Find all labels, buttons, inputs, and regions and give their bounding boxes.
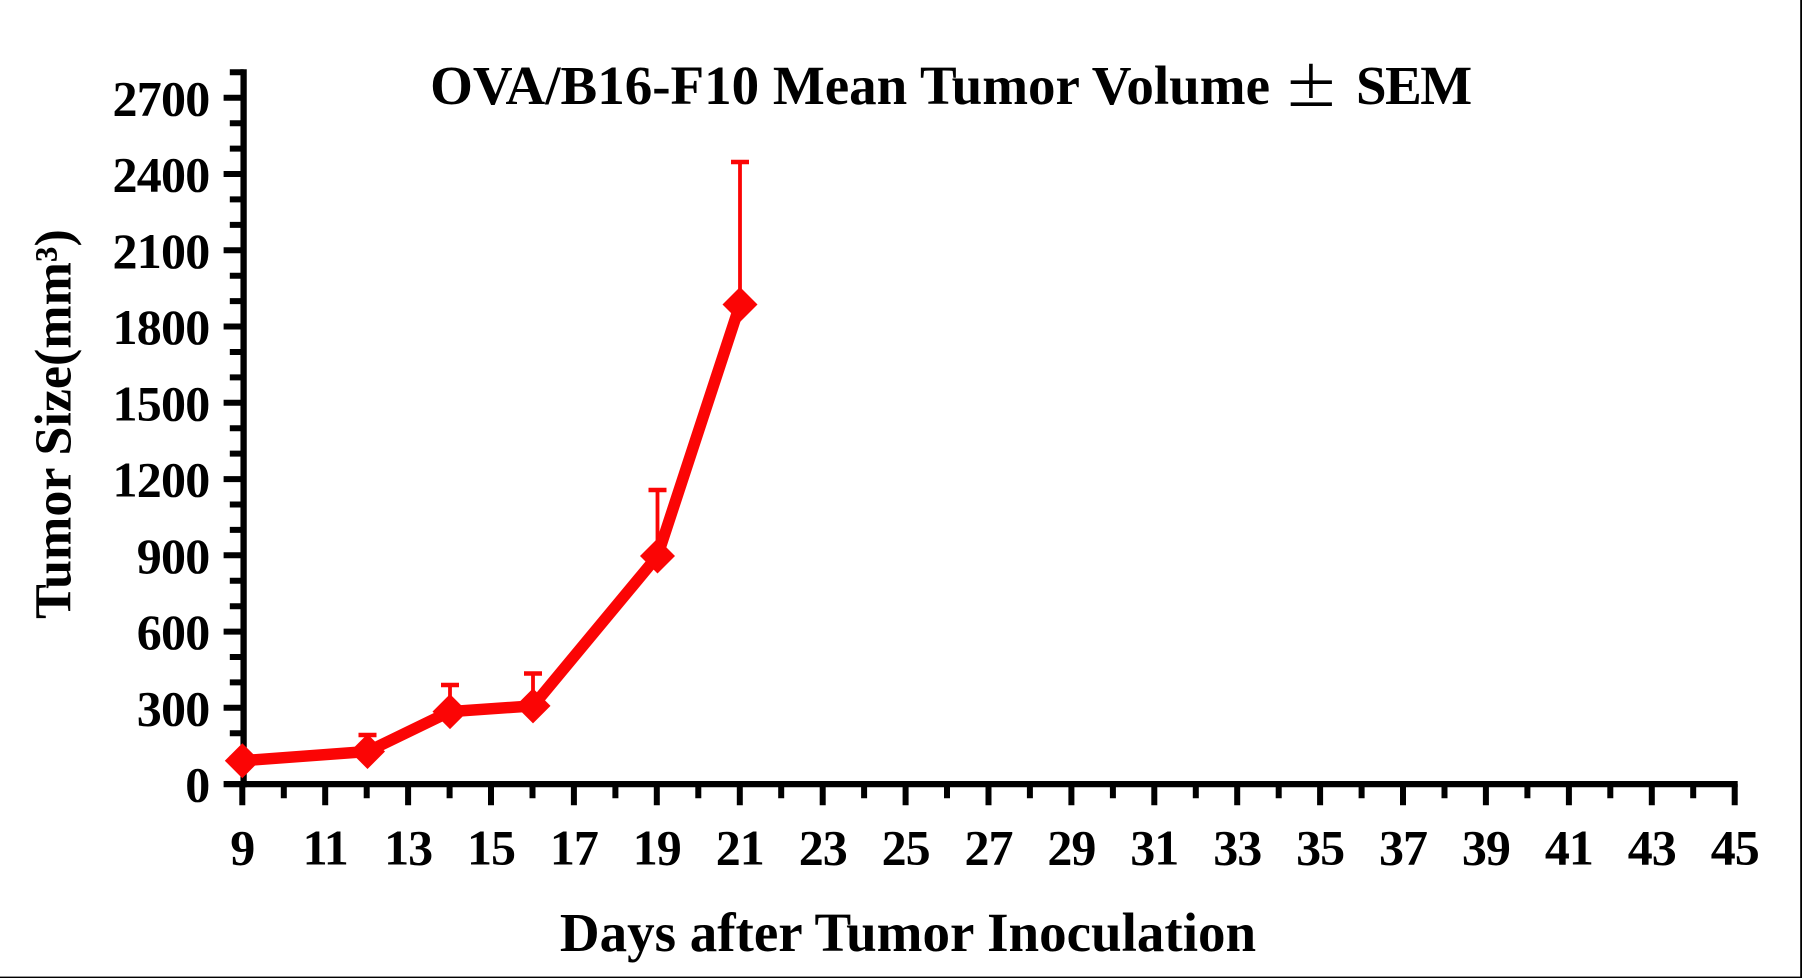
svg-text:39: 39: [1462, 820, 1510, 876]
svg-text:1200: 1200: [113, 452, 210, 508]
svg-text:SEM: SEM: [1356, 55, 1471, 116]
svg-text:1500: 1500: [113, 375, 210, 431]
svg-text:41: 41: [1545, 820, 1593, 876]
svg-text:17: 17: [550, 820, 598, 876]
svg-text:15: 15: [467, 820, 515, 876]
svg-text:23: 23: [799, 820, 847, 876]
svg-text:9: 9: [230, 820, 254, 876]
svg-text:Tumor Size(mm³): Tumor Size(mm³): [26, 229, 83, 619]
svg-text:27: 27: [965, 820, 1013, 876]
svg-text:300: 300: [137, 680, 210, 736]
svg-text:2700: 2700: [113, 70, 210, 126]
svg-text:25: 25: [882, 820, 930, 876]
svg-text:43: 43: [1628, 820, 1676, 876]
svg-text:2100: 2100: [113, 223, 210, 279]
svg-text:21: 21: [716, 820, 764, 876]
svg-text:13: 13: [384, 820, 432, 876]
svg-text:OVA/B16-F10 Mean Tumor Volume: OVA/B16-F10 Mean Tumor Volume: [430, 55, 1270, 116]
svg-text:29: 29: [1047, 820, 1095, 876]
svg-text:600: 600: [137, 604, 210, 660]
svg-text:31: 31: [1130, 820, 1178, 876]
svg-text:45: 45: [1711, 820, 1759, 876]
svg-text:1800: 1800: [113, 299, 210, 355]
svg-text:37: 37: [1379, 820, 1427, 876]
svg-text:35: 35: [1296, 820, 1344, 876]
svg-text:0: 0: [185, 757, 209, 813]
svg-text:11: 11: [303, 820, 348, 876]
svg-text:900: 900: [137, 528, 210, 584]
svg-text:19: 19: [633, 820, 681, 876]
svg-text:2400: 2400: [113, 147, 210, 203]
svg-text:Days after Tumor Inoculation: Days after Tumor Inoculation: [560, 902, 1256, 963]
svg-text:33: 33: [1213, 820, 1261, 876]
